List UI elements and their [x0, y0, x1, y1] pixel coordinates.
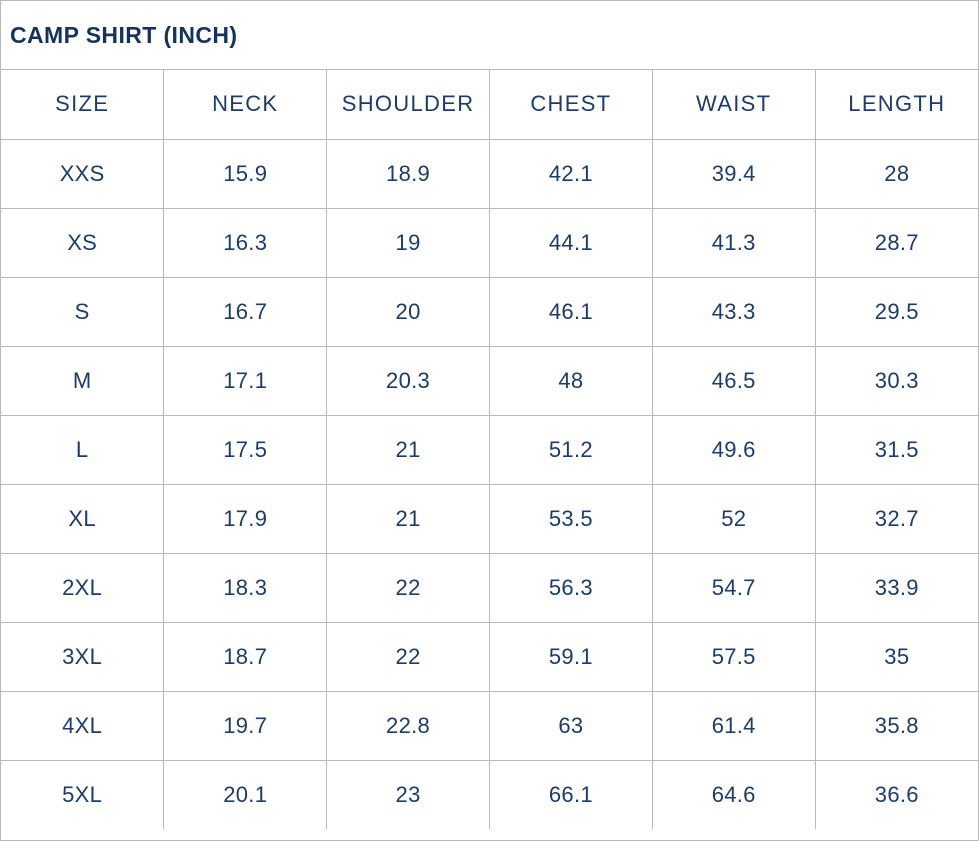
- cell-neck: 18.3: [163, 552, 328, 623]
- cell-chest: 53.5: [488, 483, 653, 554]
- cell-shoulder: 22: [326, 621, 490, 692]
- cell-waist: 39.4: [651, 138, 816, 209]
- size-chart-title: CAMP SHIRT (INCH): [1, 1, 978, 70]
- cell-chest: 51.2: [488, 414, 653, 485]
- cell-shoulder: 18.9: [326, 138, 490, 209]
- cell-length: 33.9: [814, 552, 978, 623]
- col-header-shoulder: SHOULDER: [326, 70, 490, 140]
- cell-waist: 52: [651, 483, 816, 554]
- table-row-3xl: 3XL 18.7 22 59.1 57.5 35: [1, 621, 978, 692]
- cell-shoulder: 19: [326, 207, 490, 278]
- cell-shoulder: 23: [326, 759, 490, 829]
- cell-waist: 61.4: [651, 690, 816, 761]
- cell-length: 36.6: [814, 759, 978, 829]
- cell-length: 28: [814, 138, 978, 209]
- col-header-length: LENGTH: [814, 70, 978, 140]
- cell-chest: 42.1: [488, 138, 653, 209]
- cell-shoulder: 21: [326, 414, 490, 485]
- cell-neck: 17.9: [163, 483, 328, 554]
- cell-waist: 54.7: [651, 552, 816, 623]
- cell-length: 35.8: [814, 690, 978, 761]
- cell-shoulder: 20.3: [326, 345, 490, 416]
- cell-neck: 18.7: [163, 621, 328, 692]
- cell-chest: 56.3: [488, 552, 653, 623]
- cell-chest: 59.1: [488, 621, 653, 692]
- cell-waist: 41.3: [651, 207, 816, 278]
- cell-neck: 15.9: [163, 138, 328, 209]
- cell-size: 3XL: [1, 621, 165, 692]
- cell-neck: 17.5: [163, 414, 328, 485]
- cell-chest: 63: [488, 690, 653, 761]
- table-row-2xl: 2XL 18.3 22 56.3 54.7 33.9: [1, 552, 978, 623]
- table-row-s: S 16.7 20 46.1 43.3 29.5: [1, 276, 978, 347]
- cell-waist: 49.6: [651, 414, 816, 485]
- cell-size: L: [1, 414, 165, 485]
- cell-chest: 66.1: [488, 759, 653, 829]
- cell-size: XXS: [1, 138, 165, 209]
- cell-length: 35: [814, 621, 978, 692]
- cell-shoulder: 22.8: [326, 690, 490, 761]
- cell-shoulder: 20: [326, 276, 490, 347]
- cell-shoulder: 22: [326, 552, 490, 623]
- cell-chest: 48: [488, 345, 653, 416]
- cell-size: M: [1, 345, 165, 416]
- cell-size: XS: [1, 207, 165, 278]
- cell-length: 29.5: [814, 276, 978, 347]
- cell-neck: 16.7: [163, 276, 328, 347]
- col-header-waist: WAIST: [651, 70, 816, 140]
- table-row-xxs: XXS 15.9 18.9 42.1 39.4 28: [1, 138, 978, 209]
- cell-waist: 57.5: [651, 621, 816, 692]
- cell-length: 32.7: [814, 483, 978, 554]
- cell-size: XL: [1, 483, 165, 554]
- table-row-xl: XL 17.9 21 53.5 52 32.7: [1, 483, 978, 554]
- cell-shoulder: 21: [326, 483, 490, 554]
- table-row-l: L 17.5 21 51.2 49.6 31.5: [1, 414, 978, 485]
- size-table: SIZE NECK SHOULDER CHEST WAIST LENGTH XX…: [1, 70, 978, 829]
- cell-waist: 64.6: [651, 759, 816, 829]
- col-header-neck: NECK: [163, 70, 328, 140]
- table-row-m: M 17.1 20.3 48 46.5 30.3: [1, 345, 978, 416]
- cell-size: 4XL: [1, 690, 165, 761]
- cell-size: S: [1, 276, 165, 347]
- col-header-size: SIZE: [1, 70, 165, 140]
- cell-length: 30.3: [814, 345, 978, 416]
- table-row-5xl: 5XL 20.1 23 66.1 64.6 36.6: [1, 759, 978, 829]
- table-row-xs: XS 16.3 19 44.1 41.3 28.7: [1, 207, 978, 278]
- cell-waist: 46.5: [651, 345, 816, 416]
- header-row: SIZE NECK SHOULDER CHEST WAIST LENGTH: [1, 70, 978, 140]
- cell-neck: 17.1: [163, 345, 328, 416]
- cell-length: 28.7: [814, 207, 978, 278]
- table-row-4xl: 4XL 19.7 22.8 63 61.4 35.8: [1, 690, 978, 761]
- cell-neck: 20.1: [163, 759, 328, 829]
- cell-waist: 43.3: [651, 276, 816, 347]
- col-header-chest: CHEST: [488, 70, 653, 140]
- cell-size: 2XL: [1, 552, 165, 623]
- cell-length: 31.5: [814, 414, 978, 485]
- cell-size: 5XL: [1, 759, 165, 829]
- cell-neck: 16.3: [163, 207, 328, 278]
- cell-neck: 19.7: [163, 690, 328, 761]
- cell-chest: 44.1: [488, 207, 653, 278]
- cell-chest: 46.1: [488, 276, 653, 347]
